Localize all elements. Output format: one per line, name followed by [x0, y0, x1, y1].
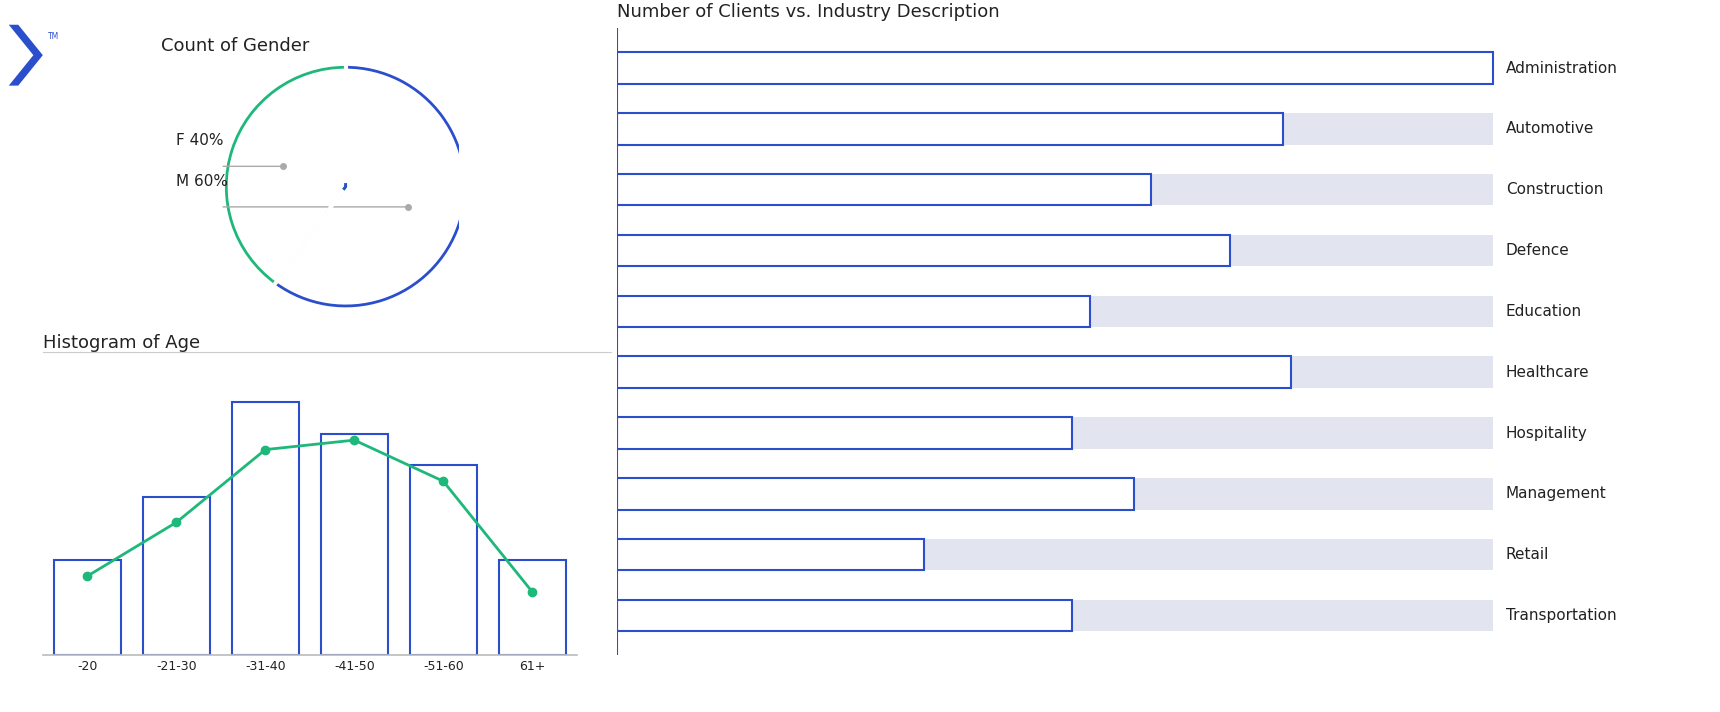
Text: TM: TM — [48, 32, 60, 41]
Bar — [617, 417, 1073, 449]
Bar — [617, 113, 1283, 145]
Text: M 60%: M 60% — [175, 174, 227, 189]
Bar — [617, 113, 1493, 145]
Bar — [617, 478, 1493, 510]
Text: Healthcare: Healthcare — [1505, 365, 1589, 379]
Bar — [143, 497, 210, 655]
Bar — [409, 466, 476, 655]
Polygon shape — [9, 25, 43, 85]
Text: Automotive: Automotive — [1505, 121, 1594, 137]
Text: F 40%: F 40% — [175, 133, 224, 148]
Bar — [617, 357, 1493, 388]
Text: Histogram of Age: Histogram of Age — [43, 335, 200, 352]
Text: Administration: Administration — [1505, 61, 1617, 75]
Bar — [617, 539, 1493, 570]
Bar — [617, 52, 1493, 84]
Bar — [617, 52, 1493, 84]
Text: Education: Education — [1505, 304, 1582, 319]
Text: Construction: Construction — [1505, 182, 1603, 197]
Text: Retail: Retail — [1505, 547, 1550, 562]
Bar — [617, 600, 1493, 632]
Bar — [53, 560, 120, 655]
Bar — [617, 235, 1493, 266]
Bar — [322, 434, 387, 655]
Text: Defence: Defence — [1505, 243, 1569, 258]
Text: Transportation: Transportation — [1505, 608, 1617, 623]
Bar — [617, 295, 1090, 327]
Text: Management: Management — [1505, 486, 1606, 501]
Bar — [232, 402, 299, 655]
Text: Count of Gender: Count of Gender — [160, 38, 310, 56]
Text: Hospitality: Hospitality — [1505, 426, 1588, 441]
Bar — [617, 600, 1073, 632]
Text: Number of Clients vs. Industry Description: Number of Clients vs. Industry Descripti… — [617, 4, 999, 21]
Bar — [617, 235, 1230, 266]
Bar — [617, 539, 924, 570]
Bar — [617, 295, 1493, 327]
Bar — [617, 417, 1493, 449]
Bar — [617, 478, 1133, 510]
Bar — [617, 174, 1151, 206]
Bar — [617, 174, 1493, 206]
Bar — [499, 560, 566, 655]
Bar — [617, 357, 1292, 388]
